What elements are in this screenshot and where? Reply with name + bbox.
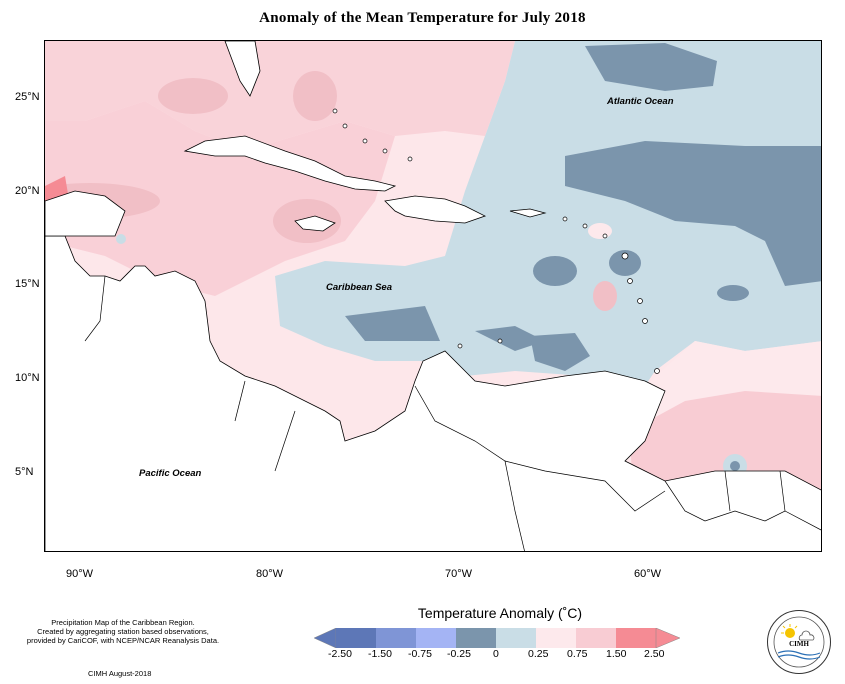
map-title: Anomaly of the Mean Temperature for July… <box>259 10 586 26</box>
lon-tick: 80°W <box>256 568 284 580</box>
anomaly-field <box>45 41 821 551</box>
strong-cool-patch <box>565 141 821 286</box>
colorbar-label: -0.75 <box>408 648 432 660</box>
anomaly-map: Atlantic Ocean Caribbean Sea Pacific Oce… <box>44 40 822 552</box>
land-masses <box>45 41 821 551</box>
lat-tick: 25°N <box>15 91 40 103</box>
sun-cloud-icon <box>773 616 825 668</box>
colorbar-label: -0.25 <box>447 648 471 660</box>
strong-cool-patch <box>475 326 545 351</box>
lon-tick: 70°W <box>445 568 473 580</box>
cimh-logo: CIMH <box>767 610 831 674</box>
colorbar-label: 2.50 <box>644 648 665 660</box>
colorbar-label: 0.25 <box>528 648 549 660</box>
lon-tick: 60°W <box>634 568 662 580</box>
logo-abbr: CIMH <box>789 640 809 648</box>
colorbar-title: Temperature Anomaly (˚C) <box>417 605 583 621</box>
label-pacific-ocean: Pacific Ocean <box>139 468 202 479</box>
label-caribbean-sea: Caribbean Sea <box>326 282 392 293</box>
footer-line: provided by CariCOF, with NCEP/NCAR Rean… <box>26 636 220 645</box>
strong-cool-patch <box>345 306 440 341</box>
colorbar-label: 0.75 <box>567 648 588 660</box>
label-atlantic-ocean: Atlantic Ocean <box>607 96 674 107</box>
lat-tick: 20°N <box>15 185 40 197</box>
colorbar <box>314 628 680 648</box>
footer-credit: CIMH August-2018 <box>88 669 152 678</box>
colorbar-label: 0 <box>493 648 499 660</box>
cool-anomaly-region <box>275 41 821 386</box>
colorbar-label: -2.50 <box>328 648 352 660</box>
footer-note: Precipitation Map of the Caribbean Regio… <box>8 618 238 645</box>
footer-line: Created by aggregating station based obs… <box>37 627 209 636</box>
lat-tick: 10°N <box>15 372 40 384</box>
lat-tick: 5°N <box>15 466 34 478</box>
footer-line: Precipitation Map of the Caribbean Regio… <box>51 618 195 627</box>
strong-cool-patch <box>530 333 590 371</box>
colorbar-label: -1.50 <box>368 648 392 660</box>
colorbar-label: 1.50 <box>606 648 627 660</box>
lat-tick: 15°N <box>15 278 40 290</box>
strong-cool-patch <box>585 43 717 91</box>
lon-tick: 90°W <box>66 568 94 580</box>
